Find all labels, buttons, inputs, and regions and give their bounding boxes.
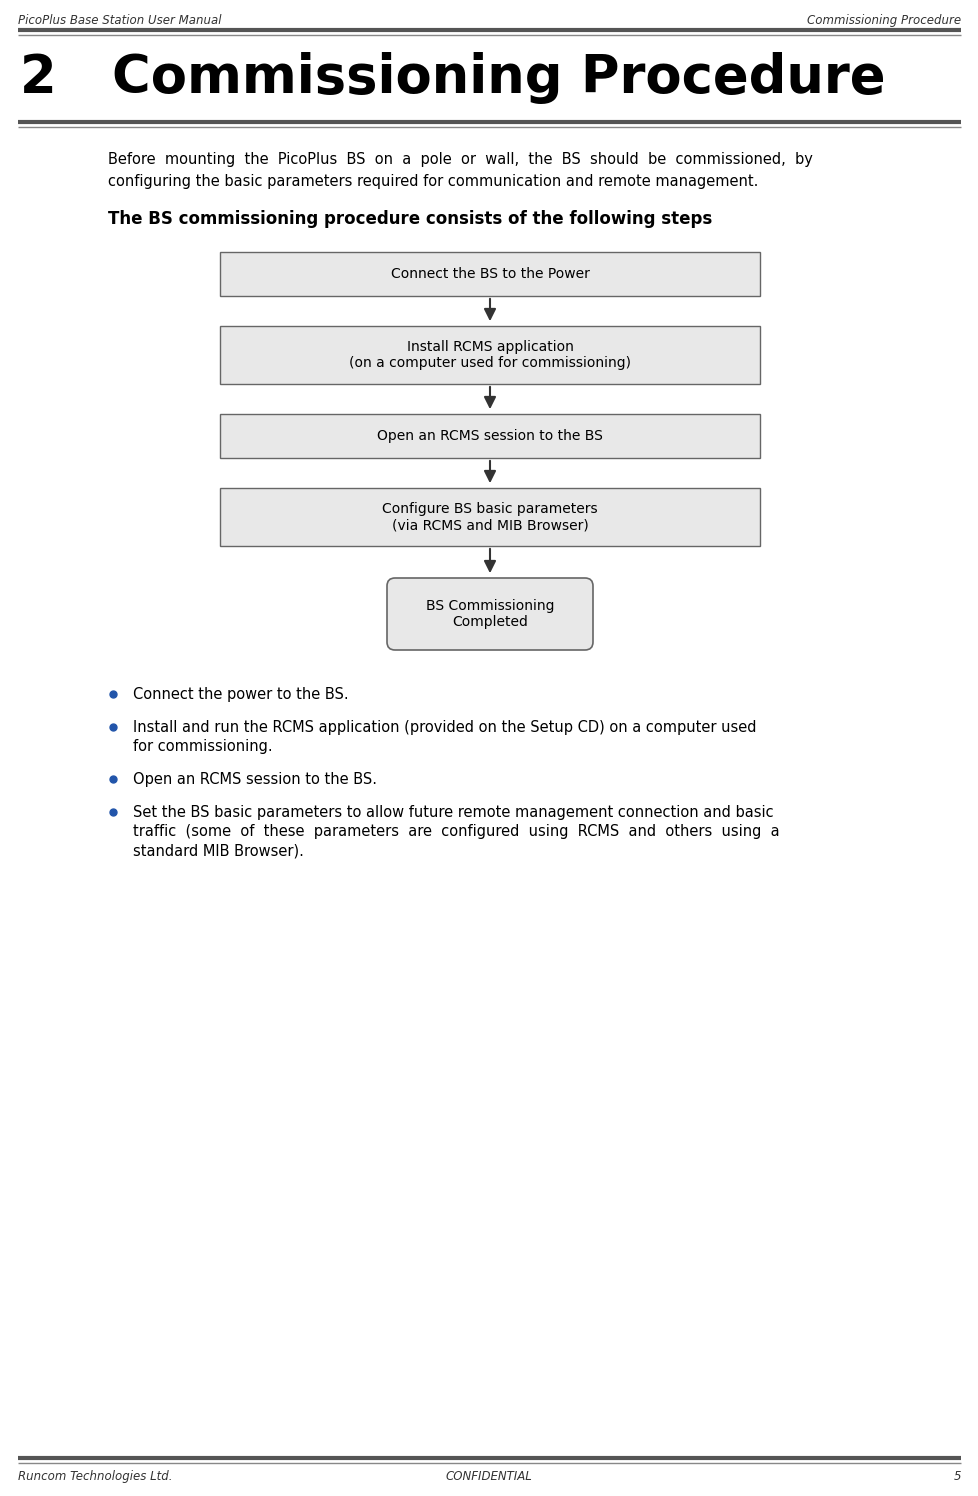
Text: Configure BS basic parameters: Configure BS basic parameters — [381, 503, 598, 516]
FancyBboxPatch shape — [220, 488, 759, 546]
Text: The BS commissioning procedure consists of the following steps: The BS commissioning procedure consists … — [108, 209, 712, 227]
Text: Commissioning Procedure: Commissioning Procedure — [111, 52, 884, 105]
Text: 5: 5 — [953, 1471, 960, 1483]
Text: CONFIDENTIAL: CONFIDENTIAL — [445, 1471, 532, 1483]
FancyBboxPatch shape — [220, 251, 759, 296]
Text: (on a computer used for commissioning): (on a computer used for commissioning) — [348, 356, 631, 370]
FancyBboxPatch shape — [220, 326, 759, 384]
Text: Connect the power to the BS.: Connect the power to the BS. — [133, 687, 348, 702]
Text: Install RCMS application: Install RCMS application — [406, 340, 573, 355]
Text: 2: 2 — [20, 52, 57, 105]
Text: (via RCMS and MIB Browser): (via RCMS and MIB Browser) — [391, 518, 588, 533]
Text: Runcom Technologies Ltd.: Runcom Technologies Ltd. — [18, 1471, 172, 1483]
FancyBboxPatch shape — [220, 414, 759, 458]
Text: Connect the BS to the Power: Connect the BS to the Power — [390, 266, 589, 281]
Text: Completed: Completed — [452, 615, 527, 628]
Text: standard MIB Browser).: standard MIB Browser). — [133, 844, 303, 859]
Text: BS Commissioning: BS Commissioning — [425, 598, 554, 613]
Text: Open an RCMS session to the BS: Open an RCMS session to the BS — [377, 429, 602, 443]
Text: configuring the basic parameters required for communication and remote managemen: configuring the basic parameters require… — [108, 174, 758, 188]
Text: Set the BS basic parameters to allow future remote management connection and bas: Set the BS basic parameters to allow fut… — [133, 805, 773, 820]
Text: Open an RCMS session to the BS.: Open an RCMS session to the BS. — [133, 772, 377, 787]
FancyBboxPatch shape — [386, 577, 593, 649]
Text: Before  mounting  the  PicoPlus  BS  on  a  pole  or  wall,  the  BS  should  be: Before mounting the PicoPlus BS on a pol… — [108, 153, 812, 168]
Text: Install and run the RCMS application (provided on the Setup CD) on a computer us: Install and run the RCMS application (pr… — [133, 720, 756, 735]
Text: Commissioning Procedure: Commissioning Procedure — [806, 13, 960, 27]
Text: traffic  (some  of  these  parameters  are  configured  using  RCMS  and  others: traffic (some of these parameters are co… — [133, 824, 778, 839]
Text: PicoPlus Base Station User Manual: PicoPlus Base Station User Manual — [18, 13, 221, 27]
Text: for commissioning.: for commissioning. — [133, 739, 272, 754]
